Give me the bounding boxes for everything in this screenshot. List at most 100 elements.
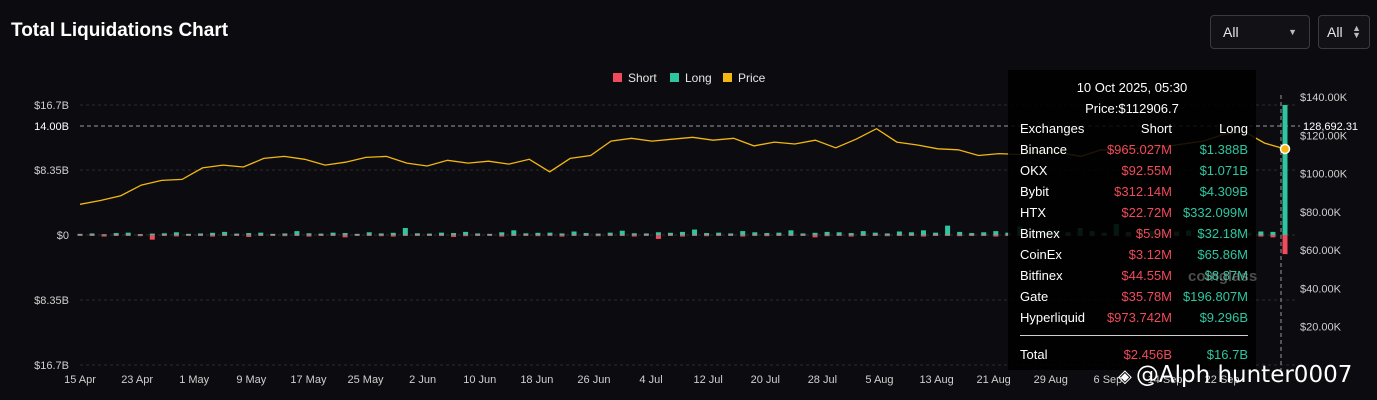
short-bar	[764, 235, 770, 237]
tooltip-header-row: Exchanges Short Long	[1020, 121, 1248, 141]
short-bar	[125, 235, 131, 236]
short-bar	[354, 235, 360, 236]
tooltip-long-value: $32.18M	[1197, 226, 1248, 241]
short-bar	[571, 235, 577, 236]
tooltip-long-value: $65.86M	[1197, 247, 1248, 262]
long-bar	[957, 231, 963, 235]
coinglass-watermark: coinglass	[1188, 268, 1258, 285]
x-tick-label: 9 May	[236, 374, 266, 386]
short-bar	[258, 235, 264, 236]
chevron-down-icon: ▼	[1288, 27, 1297, 37]
long-bar	[330, 232, 336, 235]
long-bar	[535, 232, 541, 235]
short-bar	[306, 235, 312, 237]
long-bar	[836, 232, 842, 235]
long-bar	[198, 233, 203, 235]
long-bar	[728, 233, 734, 235]
long-bar	[234, 233, 240, 235]
x-tick-label: 20 Jul	[751, 374, 780, 386]
tooltip-exchange-name: Bitmex	[1020, 226, 1060, 241]
long-bar	[113, 233, 119, 235]
long-bar	[655, 232, 661, 235]
long-bar	[77, 233, 83, 235]
long-bar	[402, 227, 408, 235]
tooltip-row: OKX $92.55M $1.071B	[1020, 163, 1248, 183]
y-right-tick-label: $100.00K	[1300, 169, 1348, 181]
short-bar	[511, 235, 517, 236]
long-bar	[619, 230, 625, 235]
chart-legend[interactable]: Short Long Price	[613, 71, 766, 85]
long-bar	[499, 232, 505, 235]
x-tick-label: 17 May	[290, 374, 327, 386]
tooltip-short-value: $35.78M	[1121, 289, 1172, 304]
x-tick-label: 25 May	[347, 374, 384, 386]
long-bar	[306, 233, 312, 235]
y-right-tick-label: $80.00K	[1300, 207, 1342, 219]
long-bar	[1282, 105, 1288, 235]
short-bar	[294, 235, 300, 236]
legend-item-price[interactable]: Price	[723, 71, 766, 85]
tooltip-short-value: $92.55M	[1121, 163, 1172, 178]
chart-axes: $16.7B $8.35B $0 $8.35B $16.7B 14.00B $140.00K…	[34, 92, 1358, 386]
short-bar	[655, 235, 661, 239]
legend-label-short: Short	[628, 71, 657, 85]
long-bar	[1005, 232, 1011, 235]
x-tick-label: 1 May	[179, 374, 209, 386]
short-bar	[439, 235, 444, 236]
tooltip-row: Bybit $312.14M $4.309B	[1020, 184, 1248, 204]
exchange-select[interactable]: All ▲ ▼	[1318, 15, 1370, 49]
short-bar	[945, 235, 951, 236]
long-bar	[282, 233, 288, 235]
short-bar	[1005, 235, 1011, 236]
long-bar	[667, 232, 673, 235]
y-left-tick-label: $8.35B	[34, 295, 69, 307]
short-bar	[402, 235, 408, 236]
short-bar	[619, 235, 625, 236]
long-bar	[740, 231, 746, 235]
long-bar	[848, 233, 854, 235]
tooltip-row: Gate $35.78M $196.807M	[1020, 289, 1248, 309]
tooltip-short-value: $44.55M	[1121, 268, 1172, 283]
exchange-select-value: All	[1327, 24, 1343, 40]
legend-item-short[interactable]: Short	[613, 71, 657, 85]
long-bar	[511, 230, 517, 235]
short-bar	[330, 235, 336, 236]
tooltip-header-long: Long	[1219, 121, 1248, 136]
short-bar	[921, 235, 926, 237]
long-bar	[101, 234, 107, 236]
long-bar	[354, 233, 360, 235]
short-bar	[426, 235, 432, 236]
short-bar	[210, 235, 216, 237]
short-bar	[414, 235, 420, 236]
range-select[interactable]: All ▼	[1210, 15, 1310, 49]
short-bar	[728, 235, 734, 236]
short-bar	[161, 235, 167, 236]
source-credit: ◈ @Alph hunter0007	[1118, 362, 1352, 388]
short-bar	[848, 235, 854, 237]
tooltip-price: Price:$112906.7	[1085, 101, 1179, 116]
tooltip-row: Hyperliquid $973.742M $9.296B	[1020, 310, 1248, 330]
short-bar	[981, 235, 987, 236]
y-right-tick-label: $140.00K	[1300, 92, 1348, 104]
tooltip-total-short: $2.456B	[1123, 347, 1172, 362]
tooltip-exchange-name: Hyperliquid	[1020, 310, 1086, 325]
long-bar	[89, 233, 95, 235]
x-tick-label: 2 Jun	[409, 374, 436, 386]
tooltip-row: Bitmex $5.9M $32.18M	[1020, 226, 1248, 246]
y-left-tick-label: $16.7B	[34, 360, 69, 372]
tooltip-header-short: Short	[1140, 121, 1172, 136]
long-bar	[378, 233, 384, 235]
short-bar	[872, 235, 878, 236]
y-right-tick-label: $20.00K	[1300, 322, 1342, 334]
short-bar	[535, 235, 541, 237]
tooltip-divider	[1020, 335, 1248, 336]
short-bar	[704, 235, 710, 237]
short-bar	[137, 235, 143, 237]
long-bar	[246, 233, 252, 235]
tooltip-exchange-name: Binance	[1020, 142, 1067, 157]
legend-item-long[interactable]: Long	[670, 71, 712, 85]
long-bar	[824, 231, 830, 235]
long-bar	[439, 232, 444, 235]
short-bar	[222, 235, 228, 236]
